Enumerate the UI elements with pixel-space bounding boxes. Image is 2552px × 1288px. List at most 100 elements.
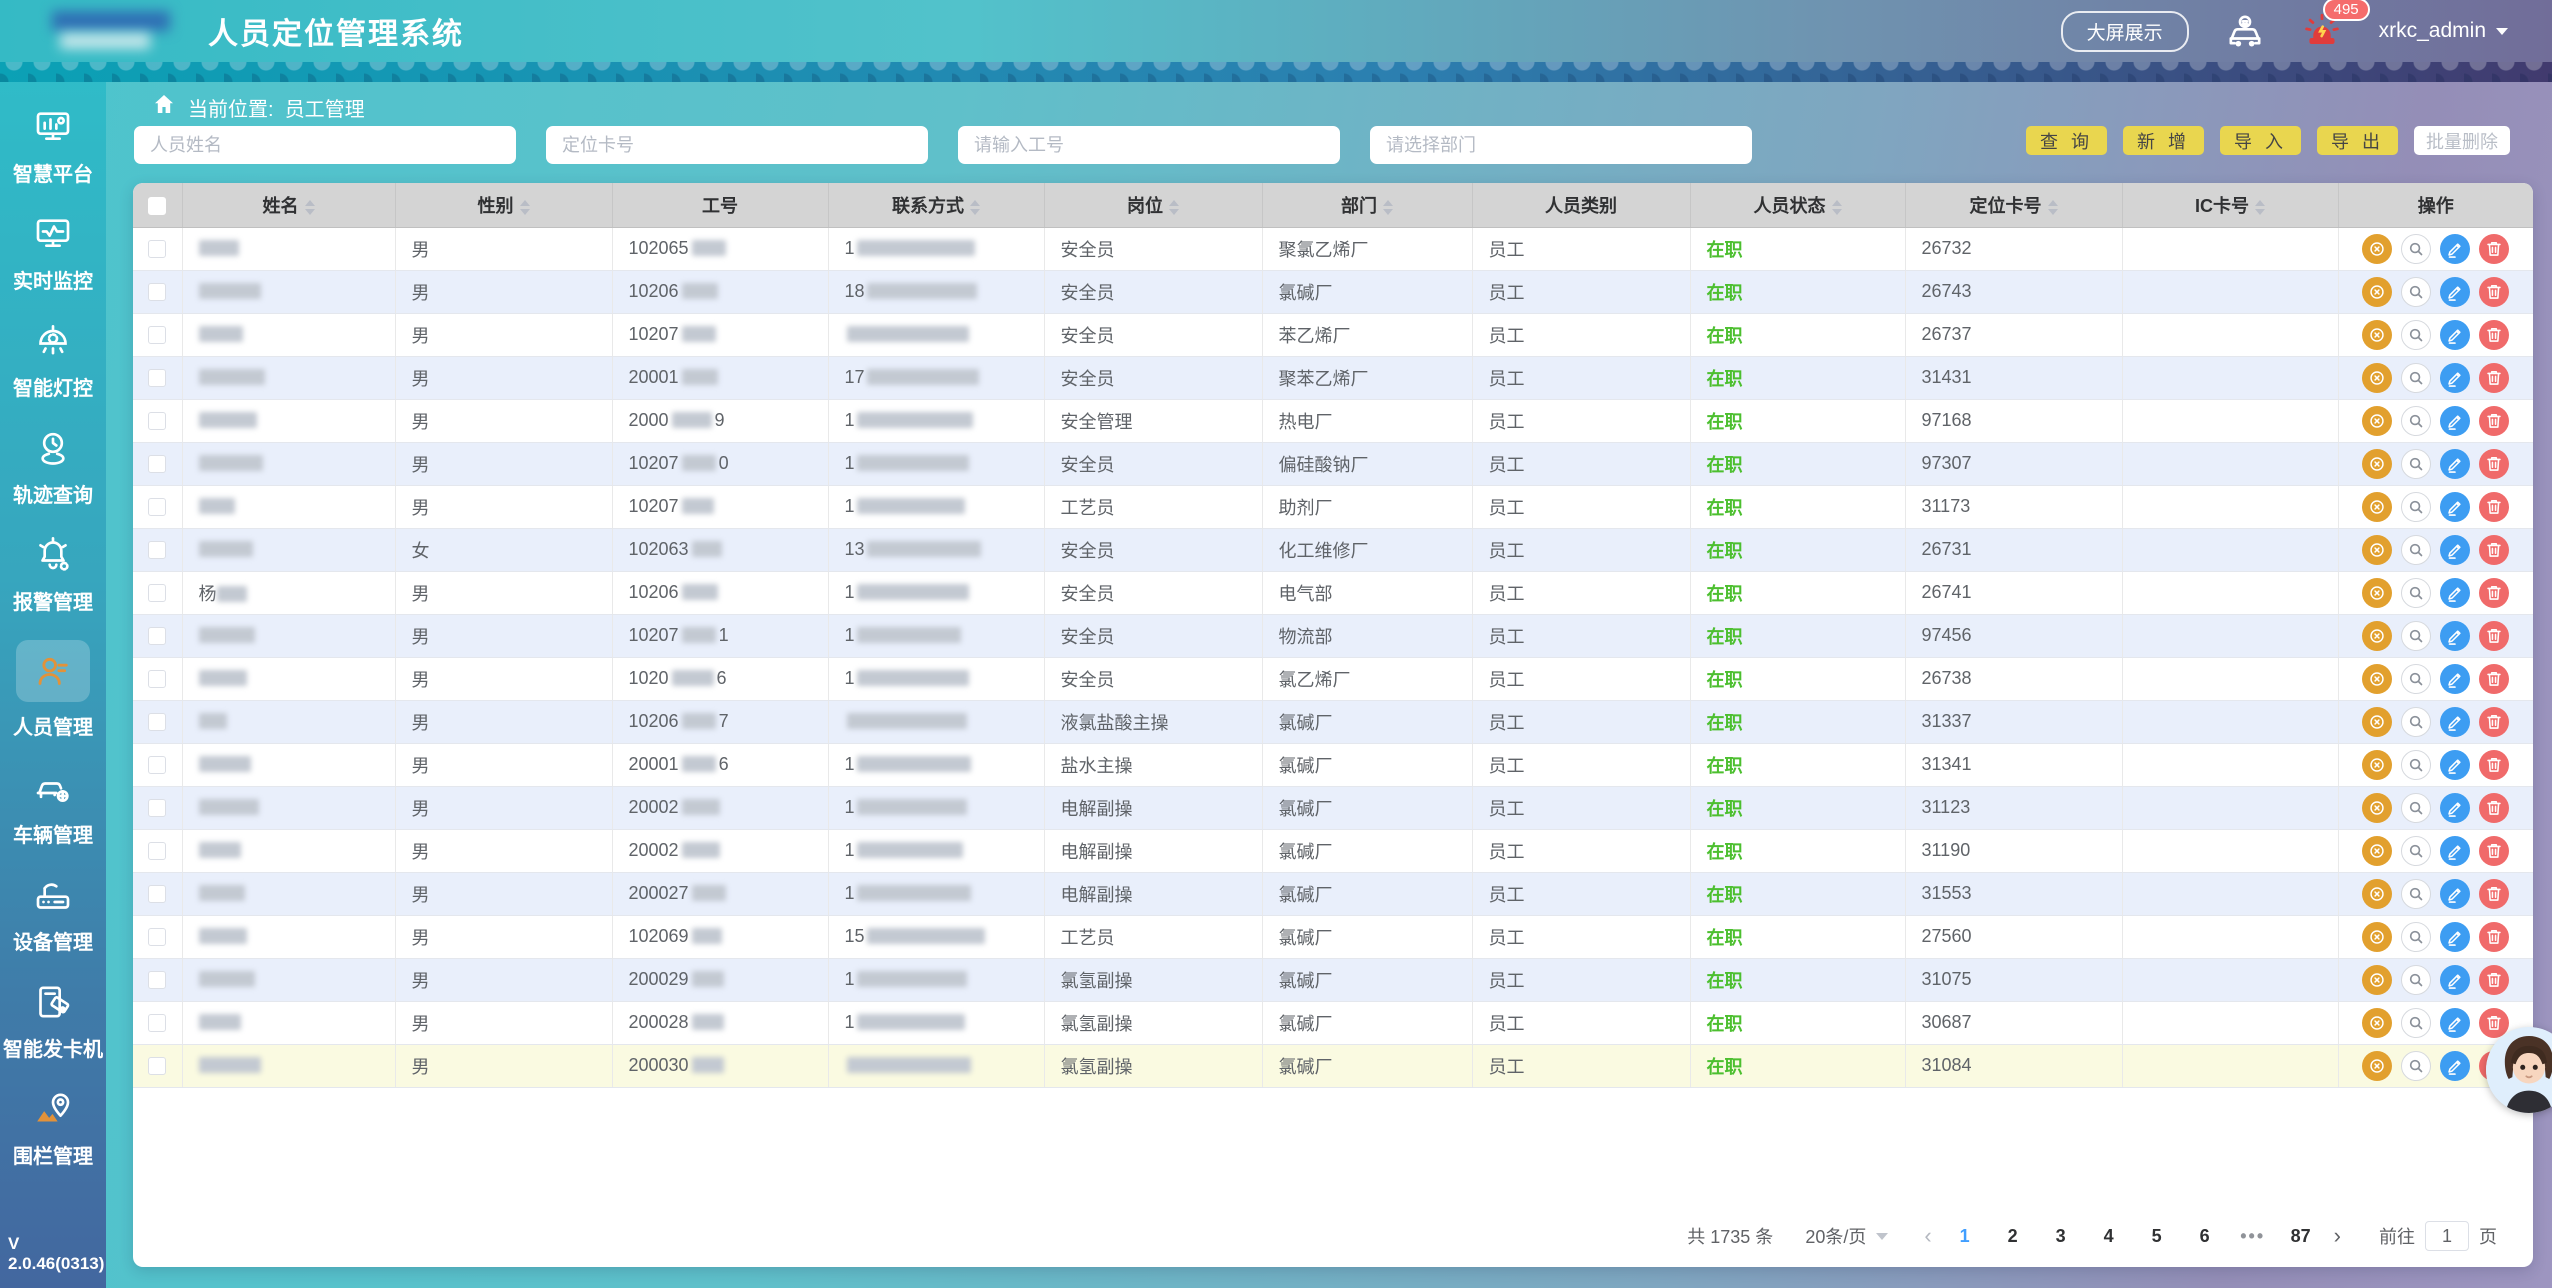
unbind-card-button[interactable] bbox=[2362, 448, 2393, 479]
delete-button[interactable] bbox=[2479, 491, 2510, 522]
page-button-2[interactable]: 2 bbox=[2007, 1225, 2018, 1246]
view-button[interactable] bbox=[2401, 620, 2432, 651]
search-button[interactable]: 查 询 bbox=[2025, 126, 2107, 155]
person-name-input[interactable] bbox=[134, 126, 516, 164]
add-button[interactable]: 新 增 bbox=[2122, 126, 2204, 155]
row-checkbox-cell[interactable] bbox=[133, 743, 183, 787]
edit-button[interactable] bbox=[2440, 319, 2471, 350]
page-button-4[interactable]: 4 bbox=[2103, 1225, 2114, 1246]
delete-button[interactable] bbox=[2479, 233, 2510, 264]
unbind-card-button[interactable] bbox=[2362, 1050, 2393, 1081]
row-checkbox-cell[interactable] bbox=[133, 528, 183, 572]
edit-button[interactable] bbox=[2440, 878, 2471, 909]
select-all-checkbox-cell[interactable] bbox=[133, 183, 183, 228]
page-button-5[interactable]: 5 bbox=[2151, 1225, 2162, 1246]
unbind-card-button[interactable] bbox=[2362, 964, 2393, 995]
edit-button[interactable] bbox=[2440, 448, 2471, 479]
user-menu[interactable]: xrkc_admin bbox=[2379, 19, 2508, 43]
unbind-card-button[interactable] bbox=[2362, 749, 2393, 780]
column-header[interactable]: IC卡号 bbox=[2122, 183, 2339, 228]
view-button[interactable] bbox=[2401, 878, 2432, 909]
batch-delete-button[interactable]: 批量删除 bbox=[2414, 126, 2510, 155]
row-checkbox-cell[interactable] bbox=[133, 700, 183, 744]
view-button[interactable] bbox=[2401, 362, 2432, 393]
delete-button[interactable] bbox=[2479, 1007, 2510, 1038]
sidebar-item-7[interactable]: 车辆管理 bbox=[0, 766, 106, 848]
sort-carets-icon[interactable] bbox=[2047, 199, 2058, 215]
view-button[interactable] bbox=[2401, 792, 2432, 823]
row-checkbox-cell[interactable] bbox=[133, 915, 183, 959]
sidebar-item-8[interactable]: 设备管理 bbox=[0, 873, 106, 955]
goto-page-input[interactable] bbox=[2425, 1221, 2469, 1251]
edit-button[interactable] bbox=[2440, 1050, 2471, 1081]
edit-button[interactable] bbox=[2440, 491, 2471, 522]
view-button[interactable] bbox=[2401, 921, 2432, 952]
edit-button[interactable] bbox=[2440, 233, 2471, 264]
sidebar-item-9[interactable]: 智能发卡机 bbox=[0, 980, 106, 1062]
unbind-card-button[interactable] bbox=[2362, 405, 2393, 436]
page-button-3[interactable]: 3 bbox=[2055, 1225, 2066, 1246]
sort-carets-icon[interactable] bbox=[1383, 199, 1393, 215]
column-header[interactable]: 性别 bbox=[395, 183, 613, 228]
sidebar-item-2[interactable]: 实时监控 bbox=[0, 212, 106, 294]
sort-carets-icon[interactable] bbox=[970, 199, 980, 215]
unbind-card-button[interactable] bbox=[2362, 878, 2393, 909]
delete-button[interactable] bbox=[2479, 921, 2510, 952]
view-button[interactable] bbox=[2401, 577, 2432, 608]
edit-button[interactable] bbox=[2440, 1007, 2471, 1038]
unbind-card-button[interactable] bbox=[2362, 663, 2393, 694]
edit-button[interactable] bbox=[2440, 577, 2471, 608]
sort-carets-icon[interactable] bbox=[1831, 199, 1842, 215]
sidebar-item-1[interactable]: 智慧平台 bbox=[0, 105, 106, 187]
sidebar-item-6[interactable]: 人员管理 bbox=[0, 640, 106, 740]
delete-button[interactable] bbox=[2479, 663, 2510, 694]
column-header[interactable]: 联系方式 bbox=[828, 183, 1045, 228]
row-checkbox-cell[interactable] bbox=[133, 227, 183, 271]
column-header[interactable]: 岗位 bbox=[1044, 183, 1263, 228]
view-button[interactable] bbox=[2401, 448, 2432, 479]
row-checkbox-cell[interactable] bbox=[133, 313, 183, 357]
delete-button[interactable] bbox=[2479, 620, 2510, 651]
locate-card-input[interactable] bbox=[546, 126, 928, 164]
sort-carets-icon[interactable] bbox=[1169, 199, 1179, 215]
row-checkbox-cell[interactable] bbox=[133, 1001, 183, 1045]
edit-button[interactable] bbox=[2440, 663, 2471, 694]
view-button[interactable] bbox=[2401, 835, 2432, 866]
unbind-card-button[interactable] bbox=[2362, 577, 2393, 608]
row-checkbox-cell[interactable] bbox=[133, 958, 183, 1002]
prev-page-button[interactable]: ‹ bbox=[1924, 1223, 1932, 1248]
delete-button[interactable] bbox=[2479, 577, 2510, 608]
edit-button[interactable] bbox=[2440, 921, 2471, 952]
row-checkbox-cell[interactable] bbox=[133, 399, 183, 443]
edit-button[interactable] bbox=[2440, 792, 2471, 823]
sidebar-item-3[interactable]: 智能灯控 bbox=[0, 319, 106, 401]
view-button[interactable] bbox=[2401, 491, 2432, 522]
unbind-card-button[interactable] bbox=[2362, 706, 2393, 737]
page-button-87[interactable]: 87 bbox=[2290, 1225, 2311, 1246]
row-checkbox-cell[interactable] bbox=[133, 657, 183, 701]
delete-button[interactable] bbox=[2479, 792, 2510, 823]
next-page-button[interactable]: › bbox=[2333, 1223, 2341, 1248]
edit-button[interactable] bbox=[2440, 835, 2471, 866]
view-button[interactable] bbox=[2401, 663, 2432, 694]
view-button[interactable] bbox=[2401, 1050, 2432, 1081]
delete-button[interactable] bbox=[2479, 534, 2510, 565]
view-button[interactable] bbox=[2401, 405, 2432, 436]
view-button[interactable] bbox=[2401, 534, 2432, 565]
page-button-6[interactable]: 6 bbox=[2199, 1225, 2210, 1246]
edit-button[interactable] bbox=[2440, 534, 2471, 565]
unbind-card-button[interactable] bbox=[2362, 835, 2393, 866]
row-checkbox-cell[interactable] bbox=[133, 571, 183, 615]
row-checkbox-cell[interactable] bbox=[133, 786, 183, 830]
delete-button[interactable] bbox=[2479, 749, 2510, 780]
page-button-1[interactable]: 1 bbox=[1959, 1225, 1970, 1246]
view-button[interactable] bbox=[2401, 319, 2432, 350]
view-button[interactable] bbox=[2401, 1007, 2432, 1038]
delete-button[interactable] bbox=[2479, 706, 2510, 737]
column-header[interactable]: 姓名 bbox=[182, 183, 396, 228]
sidebar-item-10[interactable]: 围栏管理 bbox=[0, 1087, 106, 1169]
unbind-card-button[interactable] bbox=[2362, 491, 2393, 522]
work-id-input[interactable] bbox=[958, 126, 1340, 164]
column-header[interactable]: 定位卡号 bbox=[1905, 183, 2123, 228]
column-header[interactable]: 部门 bbox=[1262, 183, 1473, 228]
